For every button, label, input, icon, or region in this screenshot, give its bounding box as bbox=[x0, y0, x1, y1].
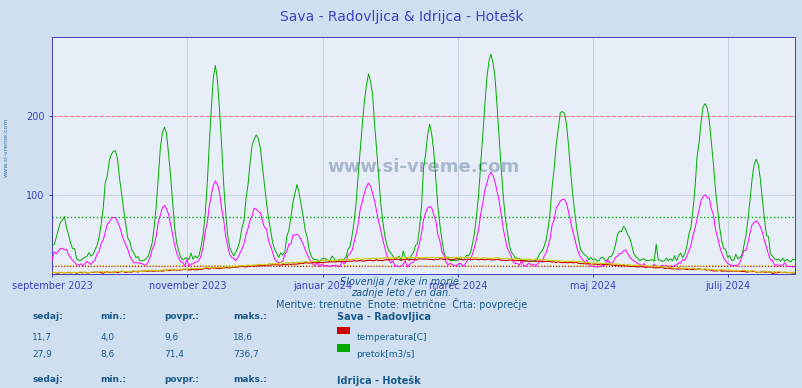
Text: 4,0: 4,0 bbox=[100, 333, 115, 341]
Text: 18,6: 18,6 bbox=[233, 333, 253, 341]
Text: sedaj:: sedaj: bbox=[32, 375, 63, 384]
Text: 9,6: 9,6 bbox=[164, 333, 179, 341]
Text: min.:: min.: bbox=[100, 375, 126, 384]
Text: povpr.:: povpr.: bbox=[164, 312, 200, 321]
Text: 11,7: 11,7 bbox=[32, 333, 52, 341]
Text: www.si-vreme.com: www.si-vreme.com bbox=[327, 158, 519, 176]
Text: povpr.:: povpr.: bbox=[164, 375, 200, 384]
Text: maks.:: maks.: bbox=[233, 312, 266, 321]
Text: Sava - Radovljica: Sava - Radovljica bbox=[337, 312, 431, 322]
Text: 71,4: 71,4 bbox=[164, 350, 184, 359]
Text: www.si-vreme.com: www.si-vreme.com bbox=[4, 118, 9, 177]
Text: 27,9: 27,9 bbox=[32, 350, 52, 359]
Text: Sava - Radovljica & Idrijca - Hotešk: Sava - Radovljica & Idrijca - Hotešk bbox=[279, 10, 523, 24]
Text: temperatura[C]: temperatura[C] bbox=[356, 333, 427, 341]
Text: zadnje leto / en dan.: zadnje leto / en dan. bbox=[351, 288, 451, 298]
Text: 736,7: 736,7 bbox=[233, 350, 258, 359]
Text: pretok[m3/s]: pretok[m3/s] bbox=[356, 350, 415, 359]
Text: sedaj:: sedaj: bbox=[32, 312, 63, 321]
Text: Idrijca - Hotešk: Idrijca - Hotešk bbox=[337, 375, 420, 386]
Text: Meritve: trenutne  Enote: metrične  Črta: povprečje: Meritve: trenutne Enote: metrične Črta: … bbox=[276, 298, 526, 310]
Text: 8,6: 8,6 bbox=[100, 350, 115, 359]
Text: maks.:: maks.: bbox=[233, 375, 266, 384]
Text: Slovenija / reke in morje.: Slovenija / reke in morje. bbox=[340, 277, 462, 288]
Text: min.:: min.: bbox=[100, 312, 126, 321]
